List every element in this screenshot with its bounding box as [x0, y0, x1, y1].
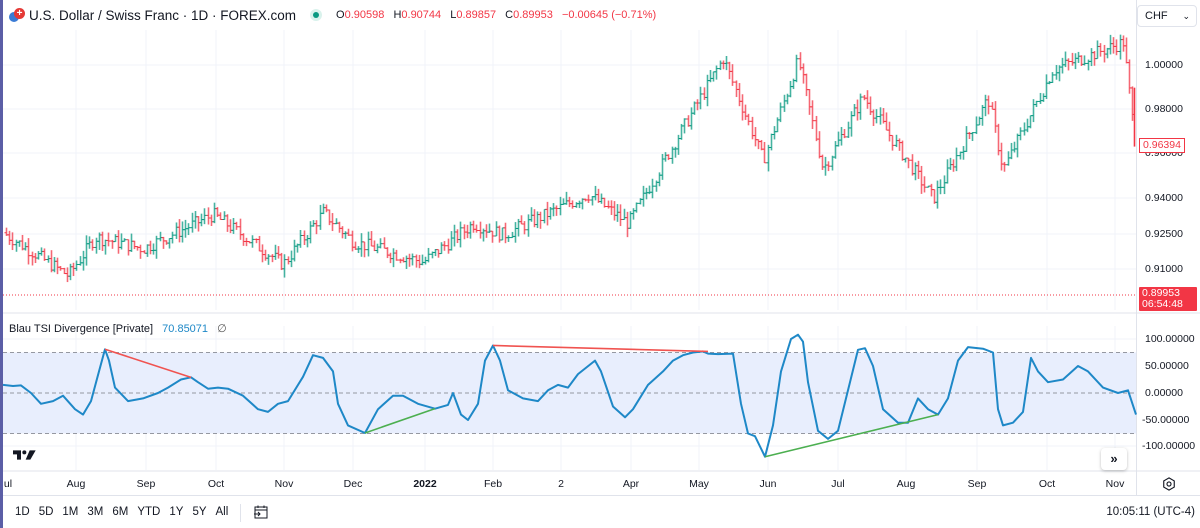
high-value: 0.90744 — [401, 9, 442, 21]
time-axis-label: 2022 — [413, 478, 437, 490]
indicator-axis-label: -50.00000 — [1142, 414, 1190, 426]
time-axis-label: Feb — [483, 478, 503, 490]
indicator-axis-label: 100.00000 — [1145, 333, 1195, 345]
indicator-name: Blau TSI Divergence [Private] — [9, 323, 154, 335]
time-axis-label: ul — [3, 478, 13, 490]
time-axis-label: Aug — [66, 478, 86, 490]
range-ytd-button[interactable]: YTD — [137, 506, 161, 518]
time-axis-label: May — [689, 478, 709, 490]
range-1y-button[interactable]: 1Y — [169, 506, 184, 518]
timezone-clock[interactable]: 10:05:11 (UTC-4) — [1106, 506, 1195, 518]
symbol-header: + U.S. Dollar / Swiss Franc · 1D · FOREX… — [9, 4, 656, 26]
range-5y-button[interactable]: 5Y — [192, 506, 207, 518]
price-axis-label: 0.92500 — [1145, 228, 1183, 240]
time-axis-label: Jul — [831, 478, 845, 490]
range-1m-button[interactable]: 1M — [62, 506, 79, 518]
chevron-down-icon: ⌄ — [1182, 11, 1190, 21]
tradingview-logo-icon[interactable] — [13, 449, 37, 461]
current-price-tag: 0.96394 — [1139, 138, 1185, 153]
date-range-selector: 1D 5D 1M 3M 6M YTD 1Y 5Y All — [15, 504, 269, 522]
indicator-axis-label: -100.00000 — [1142, 440, 1196, 452]
currency-label: CHF — [1145, 10, 1168, 22]
last-price-tag: 0.89953 06:54:48 — [1139, 287, 1197, 311]
indicator-axis-label: 50.00000 — [1145, 360, 1189, 372]
time-axis-label: Sep — [136, 478, 156, 490]
bar-countdown: 06:54:48 — [1142, 298, 1183, 310]
range-5d-button[interactable]: 5D — [38, 506, 54, 518]
chart-canvas[interactable] — [3, 0, 1200, 528]
change-value: −0.00645 (−0.71%) — [561, 9, 657, 21]
time-axis-label: Jun — [759, 478, 777, 490]
low-value: 0.89857 — [456, 9, 497, 21]
hidden-eye-icon[interactable]: ∅ — [217, 323, 227, 335]
ohlc-values: O0.90598 H0.90744 L0.89857 C0.89953 −0.0… — [336, 9, 657, 21]
price-axis-label: 0.94000 — [1145, 192, 1183, 204]
settings-gear-icon[interactable] — [1162, 477, 1176, 491]
range-6m-button[interactable]: 6M — [112, 506, 129, 518]
symbol-title[interactable]: U.S. Dollar / Swiss Franc · 1D · FOREX.c… — [29, 7, 297, 23]
range-1d-button[interactable]: 1D — [15, 506, 30, 518]
close-value: 0.89953 — [513, 9, 553, 21]
price-axis-label: 0.91000 — [1145, 263, 1183, 275]
scroll-to-realtime-button[interactable]: » — [1101, 448, 1127, 470]
time-axis-label: Oct — [1038, 478, 1056, 490]
time-axis-label: Nov — [1105, 478, 1125, 490]
range-3m-button[interactable]: 3M — [87, 506, 104, 518]
time-axis-label: Dec — [343, 478, 363, 490]
currency-select[interactable]: CHF ⌄ — [1137, 5, 1197, 27]
toolbar-divider — [240, 504, 242, 522]
indicator-value: 70.85071 — [162, 323, 209, 335]
time-axis-label: 2 — [558, 478, 564, 490]
go-to-date-calendar-icon[interactable] — [253, 505, 269, 519]
indicator-legend[interactable]: Blau TSI Divergence [Private] 70.85071 ∅ — [9, 322, 227, 335]
price-axis-label: 1.00000 — [1145, 59, 1183, 71]
time-axis-label: Oct — [207, 478, 225, 490]
open-value: 0.90598 — [344, 9, 385, 21]
time-axis-label: Nov — [274, 478, 294, 490]
range-all-button[interactable]: All — [215, 506, 229, 518]
market-status-icon[interactable] — [310, 9, 323, 21]
last-price-value: 0.89953 — [1142, 287, 1180, 299]
bottom-toolbar: 1D 5D 1M 3M 6M YTD 1Y 5Y All 10:05:11 (U… — [3, 495, 1200, 528]
indicator-axis-label: 0.00000 — [1145, 387, 1183, 399]
price-axis-label: 0.98000 — [1145, 103, 1183, 115]
time-axis-label: Sep — [967, 478, 987, 490]
time-axis-label: Aug — [896, 478, 916, 490]
time-axis-label: Apr — [622, 478, 640, 490]
usd-chf-flag-icon: + — [9, 7, 25, 23]
